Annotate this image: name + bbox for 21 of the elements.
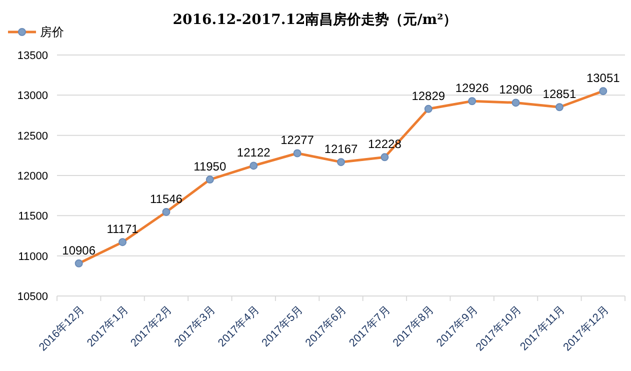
data-label: 12926 — [455, 81, 490, 96]
legend-label: 房价 — [40, 25, 64, 39]
y-tick-label: 13000 — [17, 90, 48, 102]
y-tick-label: 10500 — [17, 291, 48, 303]
y-tick-label: 13500 — [17, 50, 48, 62]
chart-title: 2016.12-2017.12南昌房价走势（元/m²） — [172, 11, 458, 28]
data-label: 13051 — [586, 71, 620, 86]
data-label: 12277 — [280, 133, 314, 148]
data-label: 12167 — [324, 142, 358, 156]
y-tick-label: 11000 — [18, 250, 48, 263]
y-tick-label: 11500 — [18, 210, 48, 223]
y-tick-label: 12500 — [17, 130, 48, 142]
data-label: 12122 — [236, 146, 271, 160]
data-label: 11171 — [106, 222, 139, 236]
y-tick-label: 12000 — [17, 170, 48, 182]
data-label: 12906 — [499, 82, 533, 97]
data-label: 11546 — [150, 192, 183, 206]
data-label: 12851 — [542, 87, 576, 102]
data-label: 10906 — [62, 243, 96, 258]
data-label: 11950 — [194, 160, 226, 174]
data-label: 12829 — [412, 88, 446, 103]
